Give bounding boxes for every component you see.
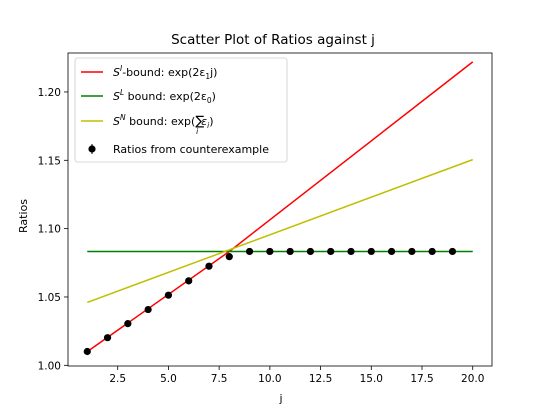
legend-sum-symbol: ∑ <box>195 114 204 129</box>
legend-subscript: 0 <box>207 96 212 105</box>
legend-text-tail: ) <box>209 115 213 128</box>
y-tick-label: 1.05 <box>38 292 61 304</box>
y-tick-label: 1.10 <box>38 224 61 236</box>
x-tick-label: 7.5 <box>211 373 228 385</box>
data-point <box>83 347 91 356</box>
chart-title: Scatter Plot of Ratios against j <box>171 32 375 48</box>
x-tick-label: 2.5 <box>109 373 126 385</box>
x-axis-label: j <box>278 392 282 405</box>
data-point <box>306 247 315 256</box>
data-point <box>103 334 112 342</box>
data-point <box>408 247 416 256</box>
legend-text-part: -bound: exp(2ε <box>122 66 205 79</box>
data-point <box>164 291 173 299</box>
legend-subscript: i <box>207 121 210 130</box>
legend-symbol: S <box>113 66 120 79</box>
data-point <box>144 305 152 314</box>
data-point <box>327 247 335 256</box>
data-point <box>347 247 355 256</box>
data-point <box>448 247 457 256</box>
x-tick-label: 5.0 <box>160 373 177 385</box>
x-tick-label: 10.0 <box>258 373 281 385</box>
data-point <box>266 247 274 256</box>
data-point <box>286 247 294 256</box>
plot-frame <box>67 52 493 367</box>
x-tick-label: 20.0 <box>461 373 484 385</box>
legend-text-part: bound: exp( <box>126 115 196 128</box>
y-axis-label: Ratios <box>17 199 30 233</box>
y-tick-label: 1.00 <box>38 360 61 372</box>
legend-superscript: L <box>120 88 124 97</box>
legend-text-tail: ) <box>212 90 216 103</box>
legend-epsilon: ε <box>201 115 207 128</box>
plot-area <box>83 61 474 356</box>
axes: 2.5 5.0 7.5 10.0 12.5 15.0 17.5 20.0 1.00 1.05 1.1… <box>38 87 485 385</box>
legend-marker <box>88 145 96 153</box>
x-tick-label: 17.5 <box>410 373 433 385</box>
legend-superscript: I <box>120 64 123 73</box>
legend-entry-1: SL bound: exp(2ε0) <box>113 88 216 105</box>
legend-entry-0: SI-bound: exp(2ε1j) <box>113 64 217 81</box>
legend-text-part: bound: exp(2ε <box>124 90 207 103</box>
data-point <box>185 277 193 285</box>
legend-symbol: S <box>113 90 120 103</box>
legend-subscript: 1 <box>205 72 210 81</box>
x-tick-label: 15.0 <box>360 373 383 385</box>
series-line-2 <box>87 158 473 304</box>
data-point <box>367 247 375 256</box>
legend: SI-bound: exp(2ε1j)SL bound: exp(2ε0)SN … <box>74 57 288 163</box>
legend-text-tail: j) <box>209 66 217 79</box>
legend-box <box>74 57 288 163</box>
data-point <box>225 253 233 261</box>
y-tick-label: 1.15 <box>38 155 61 167</box>
legend-superscript: N <box>120 113 126 122</box>
data-point <box>387 247 396 256</box>
data-point <box>245 247 254 256</box>
y-tick-label: 1.20 <box>38 87 61 99</box>
legend-entry-2: SN bound: exp(∑ iεi) <box>113 113 214 136</box>
x-tick-label: 12.5 <box>309 373 332 385</box>
data-point <box>428 247 436 256</box>
data-point <box>124 320 132 328</box>
data-point <box>205 262 213 270</box>
legend-sum-index: i <box>196 127 199 136</box>
legend-symbol: S <box>113 115 120 128</box>
legend-entry-3: Ratios from counterexample <box>113 143 269 156</box>
